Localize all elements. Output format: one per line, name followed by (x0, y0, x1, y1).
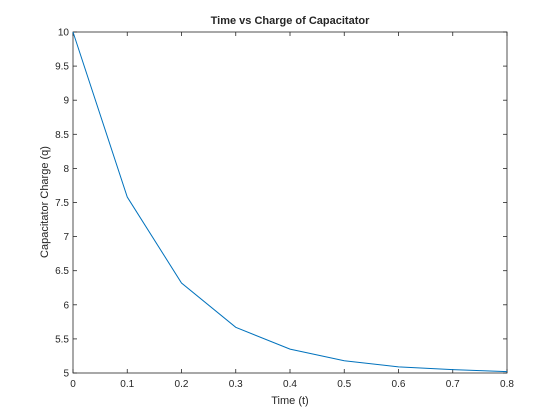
y-tick-label: 5.5 (55, 334, 69, 345)
x-tick-label: 0.2 (175, 379, 189, 390)
series-line (72, 31, 508, 373)
chart-title: Time vs Charge of Capacitator (211, 15, 370, 27)
y-tick-label: 8.5 (55, 130, 69, 141)
y-tick-label: 6 (63, 300, 69, 311)
y-tick-label: 9 (63, 96, 69, 107)
x-axis-label: Time (t) (271, 395, 308, 407)
x-tick-label: 0.8 (500, 379, 514, 390)
y-tick-label: 7.5 (55, 198, 69, 209)
y-tick-label: 10 (58, 28, 70, 39)
x-tick-label: 0.5 (337, 379, 351, 390)
x-tick-label: 0.6 (392, 379, 406, 390)
x-tick-label: 0.3 (229, 379, 243, 390)
y-tick-label: 8 (63, 164, 69, 175)
y-axis: 5 5.5 6 6.5 7 7.5 8 8.5 9 9.5 10 (55, 28, 507, 380)
x-axis: 0 0.1 0.2 0.3 0.4 0.5 0.6 0.7 0.8 (70, 32, 514, 390)
y-tick-label: 9.5 (55, 62, 69, 73)
x-tick-label: 0.7 (446, 379, 460, 390)
y-tick-label: 7 (63, 232, 69, 243)
x-tick-label: 0.4 (283, 379, 297, 390)
y-tick-label: 6.5 (55, 266, 69, 277)
plot-area (72, 31, 508, 374)
x-tick-label: 0 (70, 379, 76, 390)
x-tick-label: 0.1 (120, 379, 134, 390)
y-tick-label: 5 (63, 369, 69, 380)
y-axis-label: Capacitator Charge (q) (39, 146, 51, 258)
